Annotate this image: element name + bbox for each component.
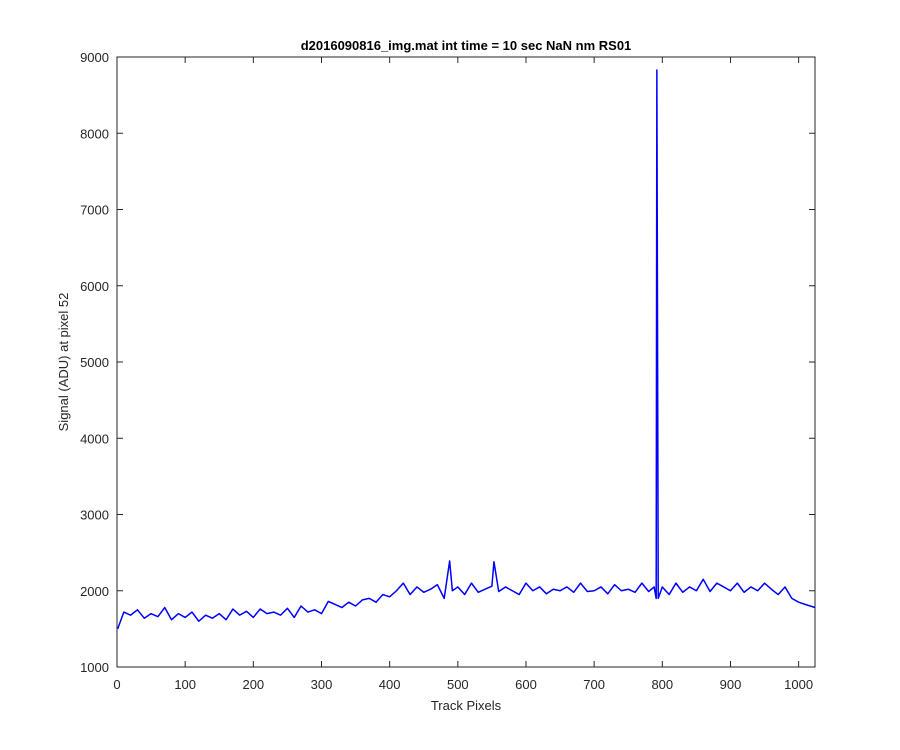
x-tick-label: 1000 bbox=[784, 677, 813, 692]
x-tick-label: 400 bbox=[379, 677, 401, 692]
y-axis-ticks: 1000 2000 3000 4000 5000 6000 7000 8000 9000 bbox=[80, 50, 815, 675]
chart-title: d2016090816_img.mat int time = 10 sec Na… bbox=[301, 38, 632, 53]
x-tick-label: 700 bbox=[583, 677, 605, 692]
x-tick-label: 100 bbox=[174, 677, 196, 692]
y-tick-label: 9000 bbox=[80, 50, 109, 65]
y-tick-label: 3000 bbox=[80, 508, 109, 523]
y-tick-label: 4000 bbox=[80, 431, 109, 446]
y-tick-label: 8000 bbox=[80, 126, 109, 141]
series-layer bbox=[116, 69, 816, 630]
x-tick-label: 500 bbox=[447, 677, 469, 692]
x-tick-label: 200 bbox=[242, 677, 264, 692]
y-tick-label: 2000 bbox=[80, 584, 109, 599]
x-tick-label: 800 bbox=[651, 677, 673, 692]
x-tick-label: 600 bbox=[515, 677, 537, 692]
x-tick-label: 300 bbox=[311, 677, 333, 692]
y-tick-label: 1000 bbox=[80, 660, 109, 675]
plot-area bbox=[116, 56, 816, 668]
x-axis-ticks: 0 100 200 300 400 500 600 700 800 900 1000 bbox=[113, 57, 813, 692]
y-axis-label: Signal (ADU) at pixel 52 bbox=[56, 293, 71, 432]
y-tick-label: 7000 bbox=[80, 203, 109, 218]
x-tick-label: 0 bbox=[113, 677, 120, 692]
x-tick-label: 900 bbox=[720, 677, 742, 692]
y-tick-label: 6000 bbox=[80, 279, 109, 294]
signal-series-line bbox=[116, 69, 816, 630]
y-tick-label: 5000 bbox=[80, 355, 109, 370]
x-axis-label: Track Pixels bbox=[431, 698, 502, 713]
